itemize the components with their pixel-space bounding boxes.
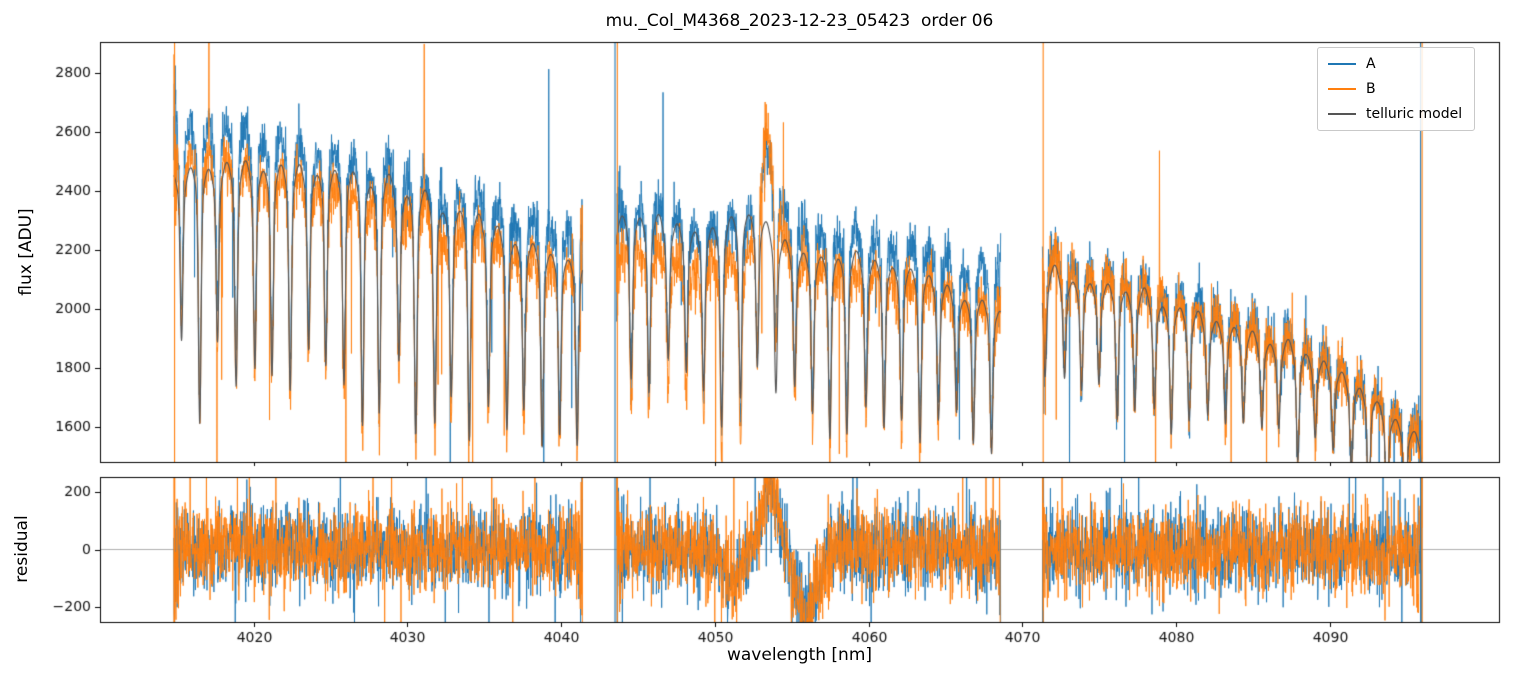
legend-label-a: A [1366,56,1376,72]
legend-label-b: B [1366,81,1376,97]
x-axis-label: wavelength [nm] [726,645,873,665]
legend-line-telluric-icon [1328,113,1356,115]
legend-line-a-icon [1328,63,1356,65]
legend-entry-a: A [1328,56,1462,72]
figure-title: mu._Col_M4368_2023-12-23_05423 order 06 [605,11,994,31]
flux-axis-label: flux [ADU] [16,208,36,296]
residual-axis-label: residual [12,515,32,583]
legend: A B telluric model [1317,47,1476,131]
legend-label-telluric: telluric model [1366,106,1463,122]
legend-line-b-icon [1328,88,1356,90]
legend-entry-b: B [1328,81,1462,97]
legend-entry-telluric: telluric model [1328,106,1462,122]
